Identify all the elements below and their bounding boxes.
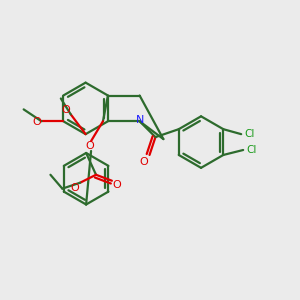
- Text: O: O: [32, 117, 41, 127]
- Text: O: O: [139, 157, 148, 167]
- Text: O: O: [61, 105, 70, 116]
- Text: Cl: Cl: [246, 145, 256, 155]
- Text: O: O: [71, 183, 80, 193]
- Text: O: O: [86, 141, 94, 151]
- Text: Cl: Cl: [244, 129, 254, 139]
- Text: O: O: [112, 180, 121, 190]
- Text: N: N: [135, 115, 144, 125]
